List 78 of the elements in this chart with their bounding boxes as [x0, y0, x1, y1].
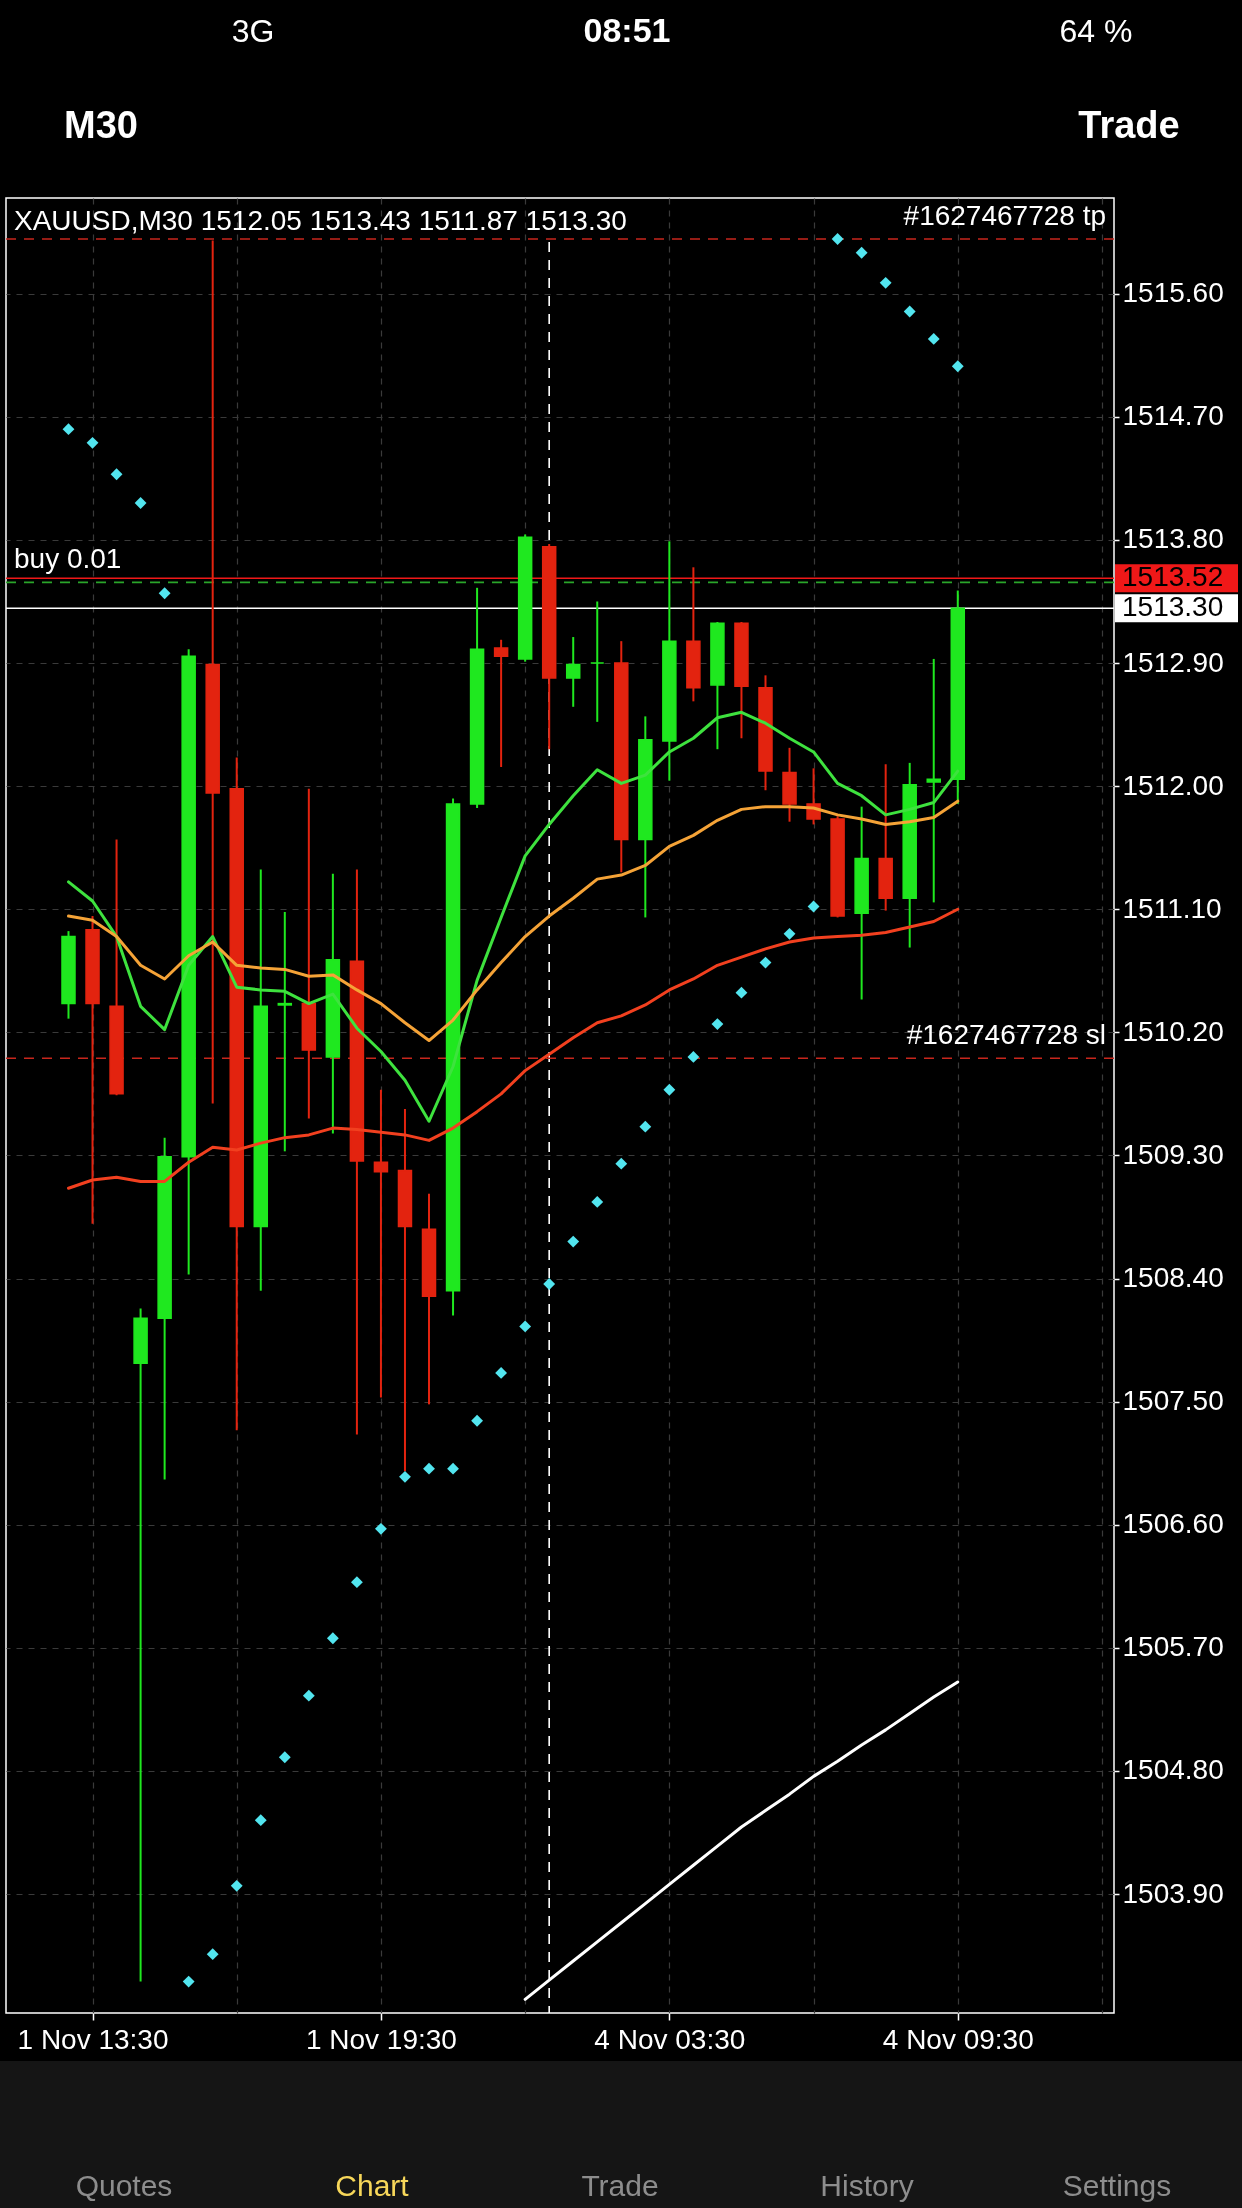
- point: [687, 1051, 700, 1063]
- point: [423, 1462, 435, 1475]
- point: [927, 332, 940, 345]
- point: [134, 497, 147, 509]
- y-tick-label: 1504.80: [1122, 1754, 1224, 1786]
- text: 64 %: [1059, 13, 1133, 49]
- y-tick-label: 1513.80: [1122, 523, 1224, 555]
- point: [326, 1632, 339, 1645]
- x-tick-label: 1 Nov 19:30: [305, 2023, 457, 2055]
- candlestick: [373, 1088, 389, 1399]
- y-tick-label: 1507.50: [1122, 1385, 1224, 1417]
- point: [903, 305, 916, 318]
- point: [110, 468, 123, 481]
- y-tick-label: 1505.70: [1122, 1631, 1224, 1663]
- point: [302, 1689, 315, 1702]
- point: [495, 1366, 508, 1379]
- y-tick-label: 1510.20: [1122, 1015, 1224, 1047]
- point: [831, 233, 844, 245]
- point: [639, 1120, 652, 1133]
- point: [471, 1414, 483, 1427]
- y-tick-label: 1514.70: [1122, 400, 1224, 432]
- point: [158, 587, 171, 600]
- text: Trade: [581, 2169, 659, 2202]
- point: [591, 1196, 604, 1208]
- point: [783, 927, 796, 940]
- y-tick-label: 1508.40: [1122, 1262, 1224, 1294]
- text: M30: [64, 104, 138, 146]
- y-tick-label: 1511.10: [1122, 892, 1222, 924]
- text: 08:51: [583, 11, 671, 49]
- y-tick-label: 1512.90: [1122, 646, 1224, 678]
- ref-line-label: buy 0.01: [14, 543, 122, 575]
- point: [375, 1522, 387, 1535]
- text: Quotes: [75, 2169, 173, 2202]
- point: [519, 1320, 532, 1333]
- text: Trade: [1078, 104, 1180, 146]
- candlestick: [277, 910, 293, 1153]
- point: [615, 1157, 628, 1170]
- text: 3G: [231, 13, 275, 49]
- ref-line-label: 1513.30: [1122, 591, 1224, 623]
- y-tick-label: 1515.60: [1122, 277, 1224, 309]
- text: Chart: [335, 2169, 410, 2202]
- point: [567, 1235, 580, 1248]
- point: [447, 1462, 459, 1475]
- ref-line-label: #1627467728 tp: [903, 200, 1106, 232]
- point: [254, 1814, 267, 1827]
- x-tick-label: 4 Nov 09:30: [882, 2023, 1034, 2055]
- y-tick-label: 1506.60: [1122, 1508, 1224, 1540]
- candlestick: [133, 1307, 148, 1983]
- x-tick-label: 4 Nov 03:30: [594, 2023, 746, 2055]
- point: [86, 436, 99, 449]
- point: [543, 1278, 556, 1290]
- ref-line-label: 1513.52: [1122, 561, 1224, 593]
- y-tick-label: 1503.90: [1122, 1877, 1224, 1909]
- point: [735, 986, 748, 999]
- point: [278, 1751, 291, 1764]
- candlestick: [493, 638, 509, 768]
- point: [759, 956, 772, 969]
- x-tick-label: 1 Nov 13:30: [17, 2023, 169, 2055]
- point: [663, 1083, 676, 1096]
- point: [230, 1879, 243, 1892]
- candlestick: [590, 600, 605, 723]
- point: [399, 1470, 411, 1483]
- point: [182, 1975, 195, 1988]
- y-tick-label: 1509.30: [1122, 1138, 1224, 1170]
- text: History: [820, 2169, 914, 2202]
- point: [206, 1948, 219, 1961]
- ref-line-label: #1627467728 sl: [906, 1019, 1106, 1051]
- point: [855, 246, 868, 259]
- point: [711, 1018, 724, 1031]
- candlestick: [565, 636, 581, 708]
- point: [879, 276, 892, 289]
- y-tick-label: 1512.00: [1122, 769, 1224, 801]
- text: Settings: [1062, 2169, 1172, 2202]
- chart-title: XAUUSD,M30 1512.05 1513.43 1511.87 1513.30: [14, 205, 627, 236]
- point: [62, 423, 75, 436]
- point: [951, 360, 964, 373]
- candlestick: [926, 657, 941, 904]
- point: [350, 1576, 363, 1589]
